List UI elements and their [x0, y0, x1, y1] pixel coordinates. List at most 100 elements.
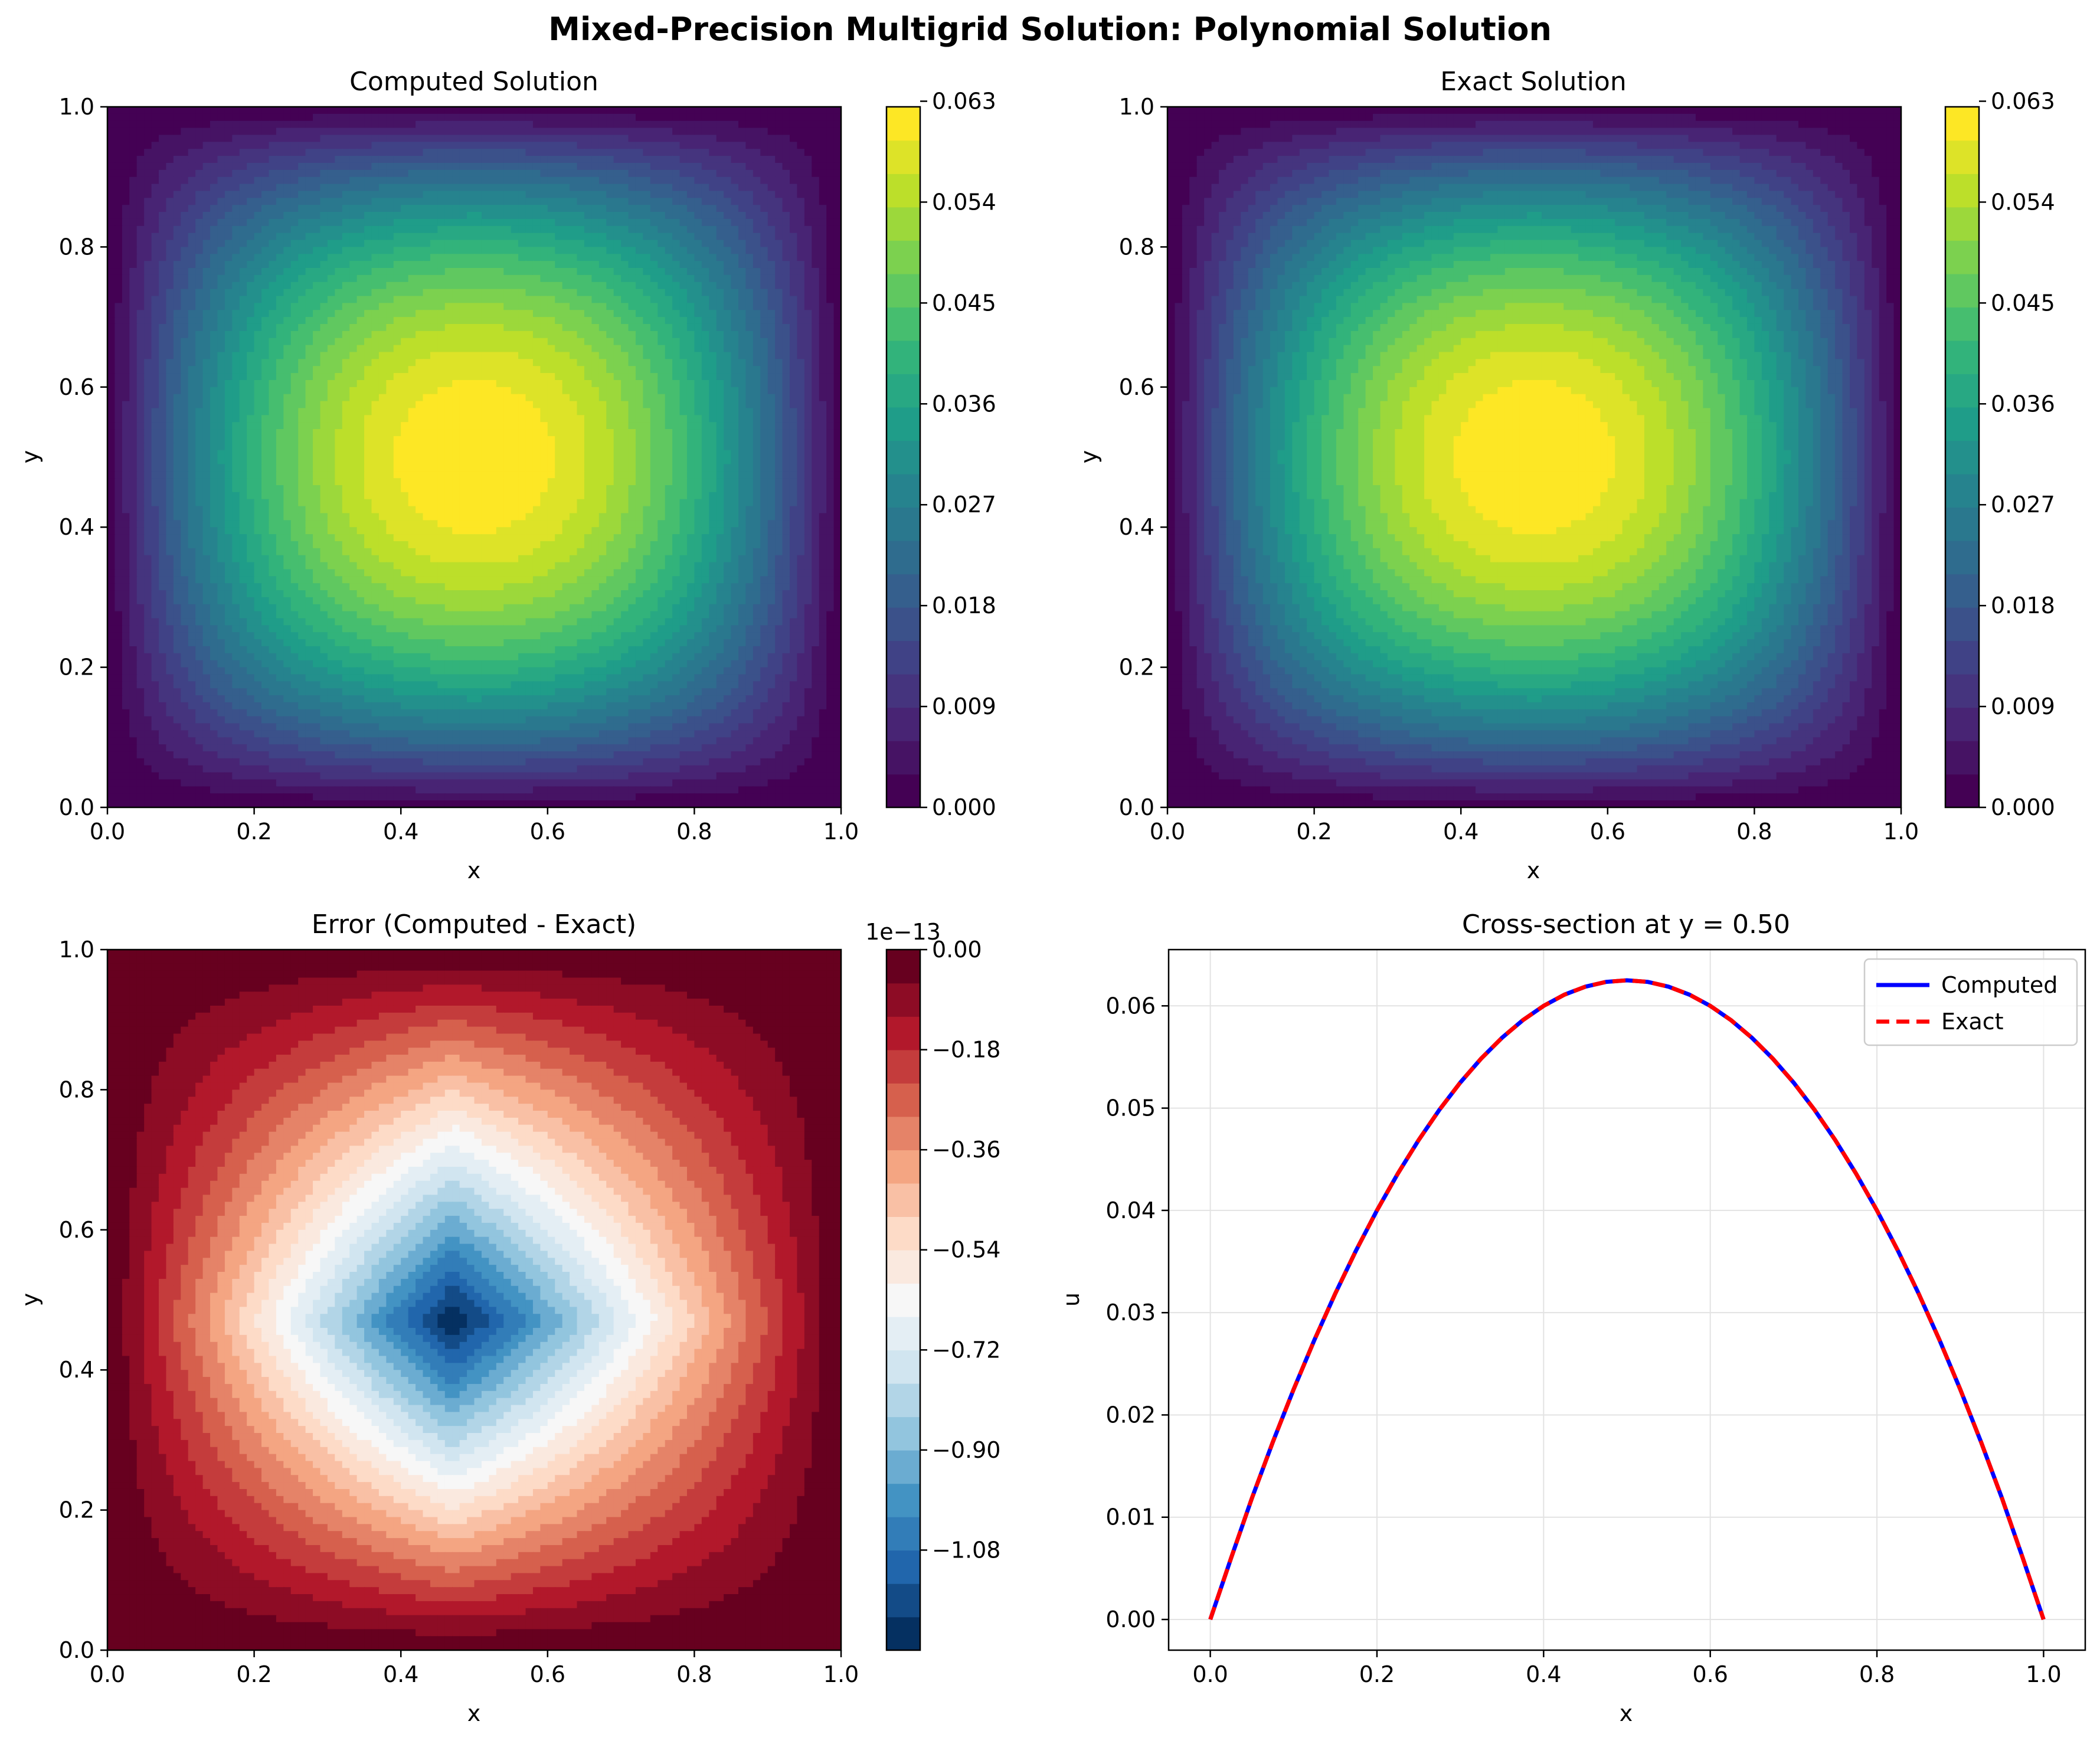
y-axis: 0.00.20.40.60.81.0 — [59, 94, 107, 820]
colorbar-segment — [887, 1250, 920, 1284]
colorbar-segment — [1945, 274, 1979, 307]
colorbar-tick-label: 0.045 — [932, 290, 996, 316]
colorbar-segment — [887, 574, 920, 607]
colorbar-segment — [1945, 307, 1979, 341]
x-tick-label: 0.0 — [90, 819, 125, 845]
y-tick-label: 0.02 — [1105, 1402, 1156, 1428]
colorbar-segment — [1945, 240, 1979, 274]
y-tick-label: 0.8 — [1119, 234, 1154, 260]
y-tick-label: 0.6 — [59, 1217, 94, 1243]
contour-plot — [1167, 107, 1902, 808]
x-tick-label: 0.2 — [236, 819, 272, 845]
y-tick-label: 0.06 — [1105, 993, 1156, 1019]
x-tick-label: 0.4 — [383, 819, 418, 845]
colorbar-tick-label: 0.054 — [932, 189, 996, 215]
panel-cross-section: Cross-section at y = 0.50 0.0 0.2 0.4 0.6 0.… — [1058, 909, 2085, 1726]
colorbar-segment — [887, 1583, 920, 1617]
colorbar-tick-label: 0.018 — [932, 593, 996, 619]
y-axis: 0.00.20.40.60.81.0 — [59, 937, 107, 1663]
colorbar-segment — [887, 307, 920, 341]
y-tick-label: 0.8 — [59, 1076, 94, 1102]
colorbar-segment — [887, 140, 920, 174]
x-axis-label: x — [1620, 1700, 1633, 1726]
y-axis: 0.00.20.40.60.81.0 — [1119, 94, 1167, 820]
x-tick-label: 0.6 — [530, 1661, 565, 1687]
colorbar-segment — [887, 1317, 920, 1350]
colorbar-segment — [887, 1283, 920, 1317]
colorbar-segment — [887, 1216, 920, 1250]
y-tick-label: 0.0 — [59, 794, 94, 820]
x-axis-label: x — [1527, 858, 1540, 884]
colorbar-segment — [1945, 341, 1979, 374]
y-tick-label: 0.0 — [59, 1637, 94, 1663]
y-tick-label: 0.03 — [1105, 1300, 1156, 1326]
colorbar-segment — [1945, 741, 1979, 774]
x-tick-label: 0.4 — [1526, 1661, 1561, 1687]
colorbar-tick-label: 0.036 — [1991, 391, 2055, 417]
colorbar-segment — [887, 607, 920, 641]
y-axis-label: y — [17, 450, 43, 464]
colorbar-tick-label: 0.009 — [932, 693, 996, 719]
y-tick-label: 0.01 — [1105, 1504, 1156, 1530]
x-tick-label: 1.0 — [2026, 1661, 2061, 1687]
line-plot: 0.0 0.2 0.4 0.6 0.8 1.00.000.010.020.030.040.… — [1105, 950, 2085, 1687]
colorbar-segment — [1945, 507, 1979, 541]
colorbar-tick-label: 0.018 — [1991, 593, 2055, 619]
colorbar: 0.00−0.18−0.36−0.54−0.72−0.90−1.08 — [887, 937, 1000, 1651]
colorbar-tick-label: 0.063 — [932, 89, 996, 114]
colorbar-segment — [1945, 674, 1979, 708]
series-line-exact — [1211, 980, 2044, 1619]
y-tick-label: 1.0 — [59, 94, 94, 120]
plot-frame — [1169, 950, 2085, 1650]
colorbar-segment — [1945, 174, 1979, 207]
colorbar-segment — [1945, 407, 1979, 441]
y-tick-label: 1.0 — [1119, 94, 1154, 120]
colorbar-segment — [887, 950, 920, 983]
y-tick-label: 0.2 — [59, 655, 94, 680]
x-tick-label: 0.0 — [90, 1661, 125, 1687]
y-tick-label: 0.00 — [1105, 1606, 1156, 1632]
x-tick-label: 0.6 — [530, 819, 565, 845]
x-tick-label: 0.2 — [236, 1661, 272, 1687]
colorbar-segment — [887, 1016, 920, 1050]
panel-title: Computed Solution — [349, 67, 598, 97]
colorbar-segment — [887, 407, 920, 441]
colorbar-segment — [1945, 707, 1979, 741]
colorbar-segment — [887, 1083, 920, 1117]
x-tick-label: 0.0 — [1150, 819, 1185, 845]
y-tick-label: 0.8 — [59, 234, 94, 260]
colorbar-segment — [1945, 440, 1979, 474]
x-axis-label: x — [467, 858, 481, 884]
colorbar-segment — [1945, 774, 1979, 807]
colorbar-segment — [887, 674, 920, 708]
y-tick-label: 0.4 — [59, 1357, 94, 1383]
colorbar-segment — [887, 341, 920, 374]
colorbar-segment — [887, 1150, 920, 1183]
x-tick-label: 0.6 — [1590, 819, 1625, 845]
colorbar-tick-label: 0.036 — [932, 391, 996, 417]
colorbar-tick-label: 0.054 — [1991, 189, 2055, 215]
colorbar-segment — [887, 1416, 920, 1450]
colorbar-segment — [887, 541, 920, 574]
colorbar-segment — [887, 1050, 920, 1084]
x-tick-label: 0.2 — [1296, 819, 1332, 845]
colorbar-tick-label: −0.36 — [932, 1137, 1000, 1163]
colorbar-tick-label: 0.063 — [1991, 89, 2055, 114]
x-tick-label: 0.4 — [383, 1661, 418, 1687]
panel-title: Cross-section at y = 0.50 — [1462, 909, 1790, 940]
x-tick-label: 1.0 — [1883, 819, 1919, 845]
x-axis: 0.0 0.2 0.4 0.6 0.8 1.0 — [90, 807, 859, 845]
colorbar-segment — [887, 1183, 920, 1217]
panel-title: Exact Solution — [1440, 67, 1626, 97]
colorbar-tick-label: −0.18 — [932, 1037, 1000, 1063]
colorbar-tick-label: −0.54 — [932, 1237, 1000, 1263]
x-tick-label: 0.8 — [676, 1661, 712, 1687]
colorbar-segment — [887, 1450, 920, 1484]
colorbar-segment — [887, 640, 920, 674]
colorbar-tick-label: −0.90 — [932, 1437, 1000, 1463]
colorbar-tick-label: −0.72 — [932, 1337, 1000, 1363]
colorbar-segment — [887, 1350, 920, 1383]
y-tick-label: 0.05 — [1105, 1095, 1156, 1121]
